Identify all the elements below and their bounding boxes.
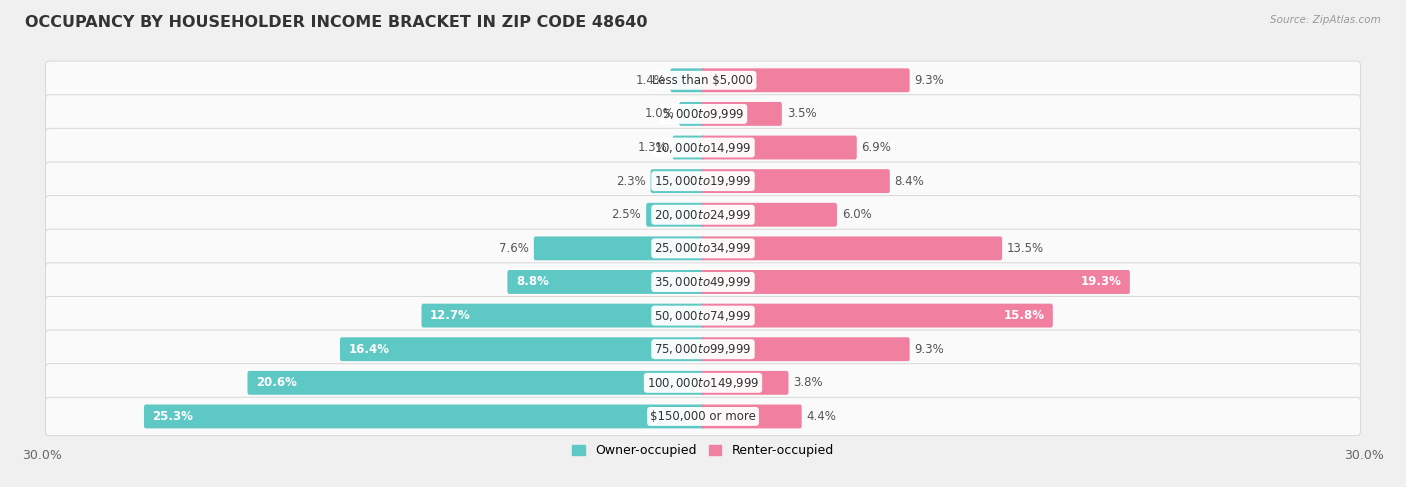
FancyBboxPatch shape	[45, 61, 1361, 99]
FancyBboxPatch shape	[45, 263, 1361, 301]
Text: $50,000 to $74,999: $50,000 to $74,999	[654, 309, 752, 322]
Text: $100,000 to $149,999: $100,000 to $149,999	[647, 376, 759, 390]
Text: 9.3%: 9.3%	[914, 343, 945, 356]
Text: 15.8%: 15.8%	[1004, 309, 1045, 322]
Legend: Owner-occupied, Renter-occupied: Owner-occupied, Renter-occupied	[568, 439, 838, 463]
FancyBboxPatch shape	[679, 102, 704, 126]
Text: $25,000 to $34,999: $25,000 to $34,999	[654, 242, 752, 255]
FancyBboxPatch shape	[45, 162, 1361, 200]
FancyBboxPatch shape	[508, 270, 704, 294]
Text: 9.3%: 9.3%	[914, 74, 945, 87]
FancyBboxPatch shape	[702, 304, 1053, 328]
FancyBboxPatch shape	[45, 364, 1361, 402]
FancyBboxPatch shape	[534, 236, 704, 261]
FancyBboxPatch shape	[702, 135, 856, 159]
Text: Less than $5,000: Less than $5,000	[652, 74, 754, 87]
Text: $20,000 to $24,999: $20,000 to $24,999	[654, 208, 752, 222]
Text: 6.9%: 6.9%	[862, 141, 891, 154]
FancyBboxPatch shape	[702, 371, 789, 395]
FancyBboxPatch shape	[143, 405, 704, 429]
Text: 6.0%: 6.0%	[842, 208, 872, 221]
Text: $5,000 to $9,999: $5,000 to $9,999	[662, 107, 744, 121]
FancyBboxPatch shape	[702, 236, 1002, 261]
Text: 8.8%: 8.8%	[516, 276, 548, 288]
FancyBboxPatch shape	[647, 203, 704, 226]
FancyBboxPatch shape	[45, 397, 1361, 435]
Text: 4.4%: 4.4%	[807, 410, 837, 423]
Text: 1.0%: 1.0%	[644, 108, 675, 120]
FancyBboxPatch shape	[702, 68, 910, 92]
Text: 1.3%: 1.3%	[638, 141, 668, 154]
FancyBboxPatch shape	[45, 229, 1361, 267]
FancyBboxPatch shape	[45, 196, 1361, 234]
Text: $10,000 to $14,999: $10,000 to $14,999	[654, 141, 752, 154]
FancyBboxPatch shape	[422, 304, 704, 328]
FancyBboxPatch shape	[340, 337, 704, 361]
Text: 2.3%: 2.3%	[616, 175, 645, 187]
Text: 2.5%: 2.5%	[612, 208, 641, 221]
Text: 8.4%: 8.4%	[894, 175, 924, 187]
FancyBboxPatch shape	[45, 95, 1361, 133]
FancyBboxPatch shape	[672, 135, 704, 159]
Text: 20.6%: 20.6%	[256, 376, 297, 389]
Text: 1.4%: 1.4%	[636, 74, 665, 87]
Text: $35,000 to $49,999: $35,000 to $49,999	[654, 275, 752, 289]
Text: OCCUPANCY BY HOUSEHOLDER INCOME BRACKET IN ZIP CODE 48640: OCCUPANCY BY HOUSEHOLDER INCOME BRACKET …	[25, 15, 648, 30]
FancyBboxPatch shape	[702, 270, 1130, 294]
FancyBboxPatch shape	[671, 68, 704, 92]
Text: 13.5%: 13.5%	[1007, 242, 1045, 255]
Text: $75,000 to $99,999: $75,000 to $99,999	[654, 342, 752, 356]
FancyBboxPatch shape	[45, 129, 1361, 167]
FancyBboxPatch shape	[45, 330, 1361, 368]
Text: 16.4%: 16.4%	[349, 343, 389, 356]
Text: 19.3%: 19.3%	[1081, 276, 1122, 288]
Text: Source: ZipAtlas.com: Source: ZipAtlas.com	[1270, 15, 1381, 25]
FancyBboxPatch shape	[651, 169, 704, 193]
FancyBboxPatch shape	[702, 203, 837, 226]
Text: $15,000 to $19,999: $15,000 to $19,999	[654, 174, 752, 188]
Text: 7.6%: 7.6%	[499, 242, 529, 255]
FancyBboxPatch shape	[702, 405, 801, 429]
FancyBboxPatch shape	[702, 102, 782, 126]
FancyBboxPatch shape	[702, 169, 890, 193]
Text: $150,000 or more: $150,000 or more	[650, 410, 756, 423]
Text: 3.5%: 3.5%	[787, 108, 817, 120]
Text: 25.3%: 25.3%	[152, 410, 193, 423]
Text: 3.8%: 3.8%	[793, 376, 823, 389]
Text: 12.7%: 12.7%	[430, 309, 471, 322]
FancyBboxPatch shape	[702, 337, 910, 361]
FancyBboxPatch shape	[45, 297, 1361, 335]
FancyBboxPatch shape	[247, 371, 704, 395]
